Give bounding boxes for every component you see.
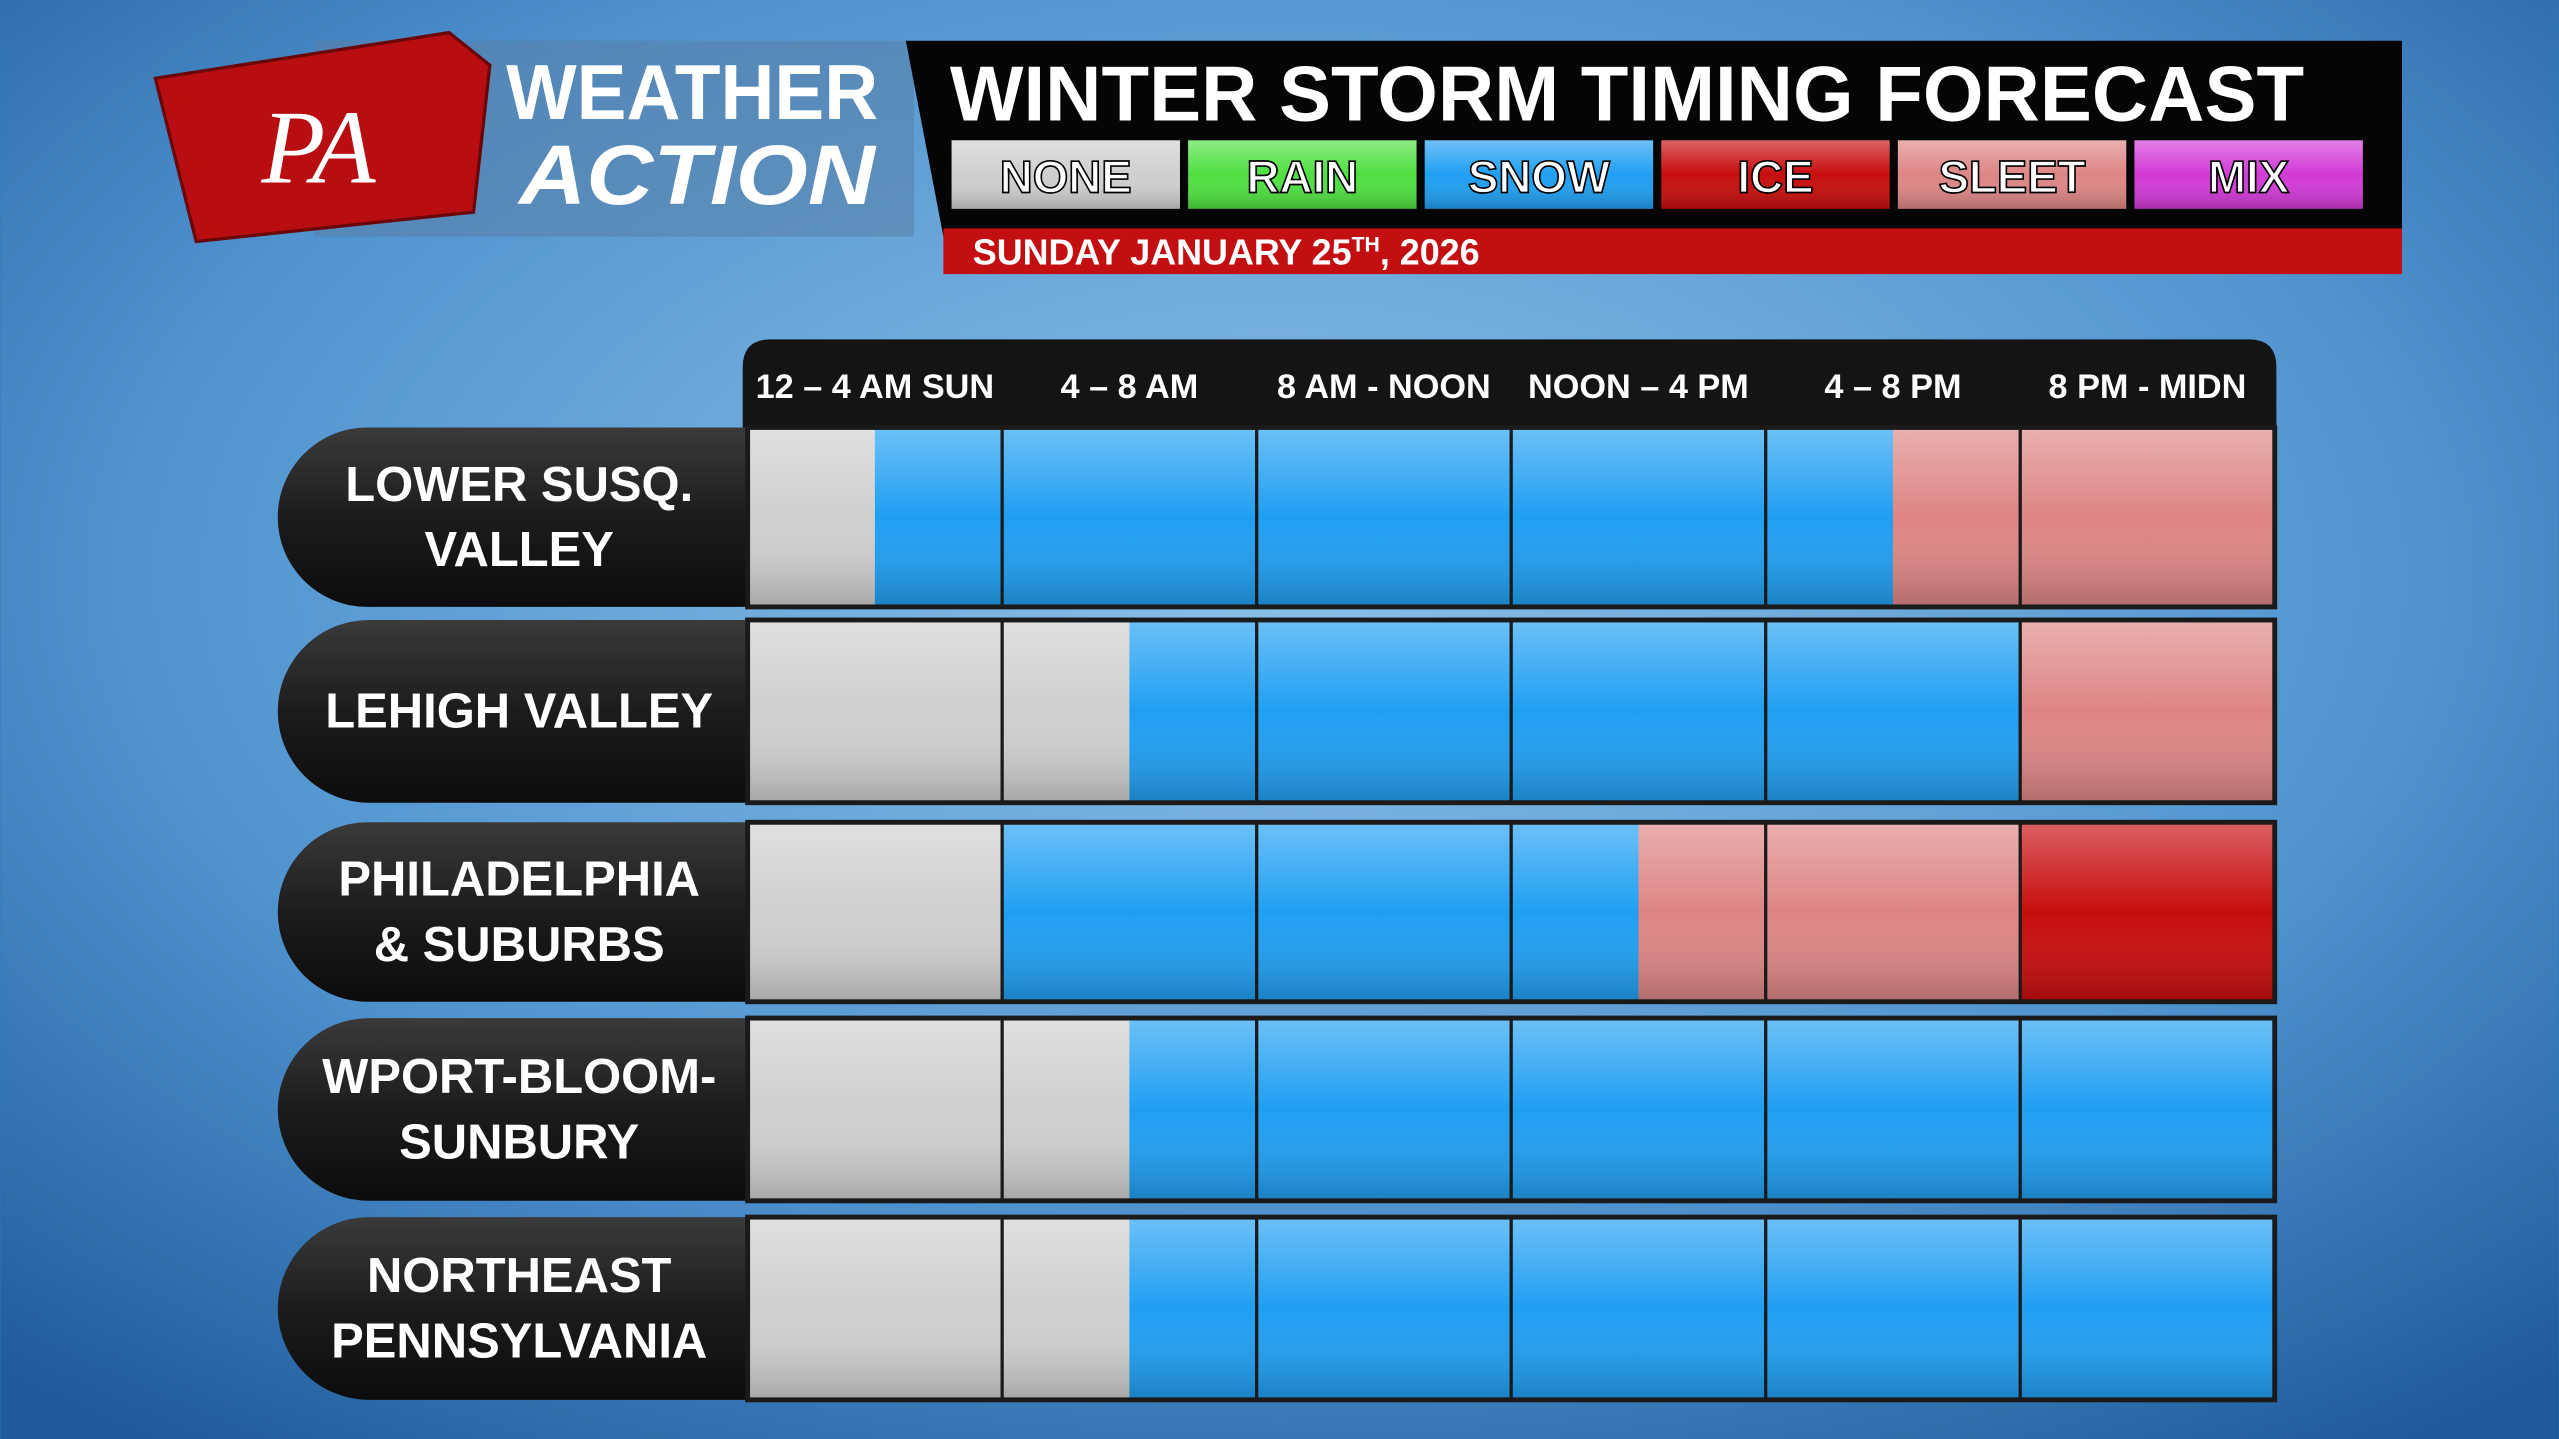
- legend-shine: [1188, 140, 1417, 209]
- legend-shine: [1897, 140, 2127, 209]
- legend-shine: [1424, 140, 1654, 209]
- date-suffix: TH: [1352, 233, 1380, 256]
- legend-label: SLEET: [1938, 152, 2085, 203]
- row-label: WPORT-BLOOM-: [322, 1050, 716, 1104]
- logo-shape: [153, 30, 492, 244]
- column-label: 12 – 4 AM SUN: [756, 368, 995, 406]
- row-label: LEHIGH VALLEY: [325, 685, 713, 739]
- row-label: LOWER SUSQ.: [345, 458, 693, 512]
- brand-line1: WEATHER: [506, 48, 878, 136]
- legend-shine: [1661, 140, 1890, 209]
- date-part: SUNDAY JANUARY 25: [973, 232, 1352, 272]
- row-label-pill: [277, 427, 748, 607]
- row-border: [745, 1214, 2278, 1403]
- legend-label: NONE: [1000, 152, 1132, 203]
- row-label: VALLEY: [425, 523, 614, 577]
- legend-shine: [2134, 140, 2363, 209]
- column-label: NOON – 4 PM: [1528, 368, 1749, 406]
- column-header-bar: [742, 339, 2277, 428]
- brand-line2: ACTION: [517, 127, 877, 222]
- legend-label: SNOW: [1468, 152, 1611, 203]
- title: WINTER STORM TIMING FORECAST: [950, 50, 2304, 138]
- row-border: [745, 1015, 2278, 1204]
- row-label-pill: [277, 822, 748, 1002]
- row-label: & SUBURBS: [374, 918, 665, 972]
- legend-label: MIX: [2208, 152, 2290, 203]
- row-border: [745, 617, 2278, 806]
- row-label: NORTHEAST: [367, 1249, 672, 1303]
- row-label-pill: [277, 619, 748, 803]
- date-part: , 2026: [1380, 232, 1480, 272]
- column-label: 4 – 8 AM: [1061, 368, 1199, 406]
- row-label: SUNBURY: [399, 1115, 639, 1169]
- column-label: 4 – 8 PM: [1824, 368, 1961, 406]
- row-label: PHILADELPHIA: [338, 853, 700, 907]
- row-border: [745, 819, 2278, 1005]
- column-label: 8 PM - MIDN: [2049, 368, 2247, 406]
- legend-label: ICE: [1737, 152, 1813, 203]
- row-label: PENNSYLVANIA: [331, 1314, 707, 1368]
- row-label-pill: [277, 1018, 748, 1201]
- date: SUNDAY JANUARY 25TH, 2026: [973, 232, 1480, 272]
- table: NONE RAIN SNOW ICE SLEET MIX 12 – 4 AM SUN 4 – …: [277, 140, 2363, 1403]
- legend-label: RAIN: [1247, 152, 1359, 203]
- row-label-pill: [277, 1217, 748, 1400]
- logo-text: PA: [260, 90, 376, 206]
- column-label: 8 AM - NOON: [1277, 368, 1491, 406]
- legend-shine: [951, 140, 1180, 209]
- row-border: [745, 425, 2278, 610]
- date-bar: [943, 228, 2402, 275]
